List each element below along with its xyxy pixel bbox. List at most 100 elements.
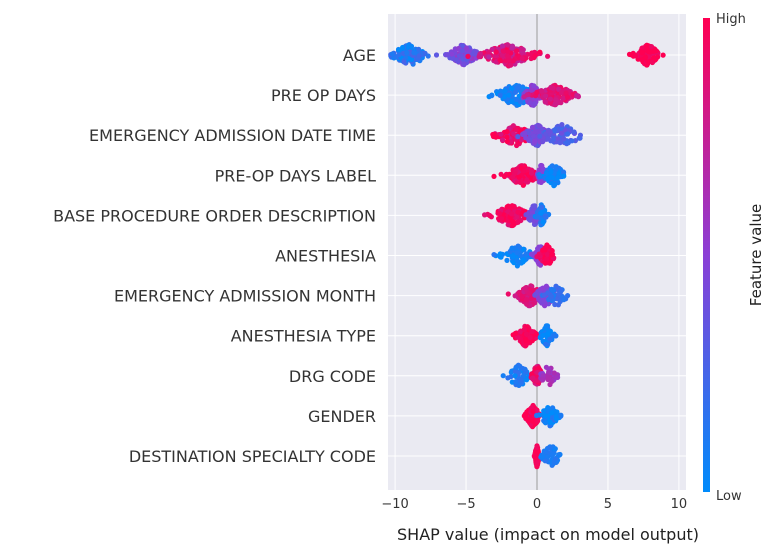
- shap-point: [520, 257, 527, 263]
- shap-point: [400, 44, 406, 51]
- shap-point: [512, 89, 519, 95]
- shap-point: [534, 418, 541, 424]
- shap-point: [545, 128, 552, 134]
- feature-label: PRE-OP DAYS LABEL: [215, 166, 376, 185]
- shap-point: [499, 43, 506, 49]
- shap-point: [476, 54, 482, 60]
- shap-point: [534, 89, 540, 95]
- shap-point: [512, 373, 518, 379]
- shap-point: [571, 129, 577, 135]
- shap-point: [547, 96, 554, 102]
- x-tick-label: 5: [604, 497, 612, 512]
- shap-point: [548, 410, 555, 416]
- shap-point: [530, 375, 536, 381]
- shap-point: [548, 169, 554, 175]
- shap-point: [531, 133, 537, 139]
- shap-point: [540, 247, 546, 253]
- shap-point: [453, 57, 459, 63]
- shap-point: [544, 242, 550, 248]
- shap-point: [486, 54, 492, 60]
- shap-point: [509, 218, 515, 224]
- shap-point: [540, 219, 546, 225]
- shap-point: [491, 252, 497, 258]
- shap-point: [501, 94, 507, 100]
- shap-point: [549, 252, 555, 258]
- shap-point: [558, 130, 565, 136]
- shap-point: [512, 330, 519, 336]
- shap-point: [552, 301, 558, 308]
- shap-point: [464, 45, 470, 51]
- feature-label: ANESTHESIA TYPE: [231, 327, 376, 346]
- shap-point: [537, 133, 543, 139]
- shap-point: [547, 381, 553, 388]
- shap-point: [532, 101, 538, 107]
- beeswarm-points: [388, 42, 666, 470]
- shap-point: [489, 93, 495, 99]
- shap-point: [511, 170, 518, 177]
- feature-label: GENDER: [308, 407, 376, 426]
- shap-point: [445, 52, 451, 58]
- shap-point: [550, 451, 556, 458]
- shap-point: [518, 253, 524, 259]
- shap-point: [537, 49, 543, 55]
- feature-label: AGE: [343, 46, 376, 65]
- shap-point: [505, 375, 511, 381]
- shap-point: [504, 129, 510, 135]
- shap-point: [552, 127, 558, 133]
- shap-point: [645, 49, 652, 55]
- colorbar-title: Feature value: [747, 204, 765, 306]
- shap-point: [461, 61, 467, 67]
- shap-point: [558, 288, 564, 294]
- shap-point: [433, 52, 440, 58]
- shap-point: [510, 58, 516, 64]
- shap-point: [504, 138, 510, 145]
- shap-point: [518, 46, 525, 52]
- shap-point: [642, 54, 649, 60]
- shap-point: [532, 52, 538, 59]
- shap-point: [565, 293, 571, 299]
- shap-point: [465, 53, 471, 60]
- shap-point: [460, 43, 466, 49]
- shap-point: [408, 43, 415, 49]
- shap-point: [411, 50, 417, 56]
- shap-point: [523, 415, 529, 421]
- shap-point: [523, 337, 529, 343]
- x-tick-labels: −10 −5 0 5 10: [381, 497, 687, 512]
- shap-point: [543, 214, 549, 220]
- shap-point: [534, 444, 540, 451]
- shap-point: [536, 365, 542, 371]
- shap-point: [498, 131, 504, 137]
- shap-point: [546, 406, 552, 412]
- shap-point: [459, 48, 466, 54]
- shap-point: [498, 216, 505, 222]
- shap-point: [517, 99, 524, 105]
- shap-point: [541, 298, 547, 304]
- shap-point: [518, 179, 524, 185]
- shap-point: [558, 90, 565, 96]
- shap-point: [492, 53, 498, 59]
- shap-point: [532, 203, 538, 209]
- shap-point: [555, 174, 561, 180]
- shap-point: [528, 170, 535, 176]
- shap-point: [530, 418, 536, 424]
- shap-point: [516, 174, 522, 180]
- feature-label: DRG CODE: [289, 367, 376, 386]
- shap-point: [512, 293, 518, 299]
- shap-point: [561, 297, 567, 303]
- shap-point: [527, 334, 533, 340]
- shap-point: [644, 44, 650, 50]
- shap-point: [518, 165, 524, 171]
- shap-point: [546, 174, 553, 180]
- shap-point: [549, 163, 555, 169]
- shap-point: [502, 87, 508, 94]
- shap-point: [516, 244, 523, 250]
- shap-point: [565, 94, 571, 100]
- shap-point: [544, 256, 550, 262]
- shap-point: [523, 212, 529, 218]
- shap-point: [553, 416, 560, 422]
- shap-point: [539, 88, 545, 94]
- shap-point: [504, 134, 510, 140]
- shap-point: [425, 53, 431, 59]
- shap-point: [515, 209, 521, 215]
- shap-point: [508, 62, 514, 68]
